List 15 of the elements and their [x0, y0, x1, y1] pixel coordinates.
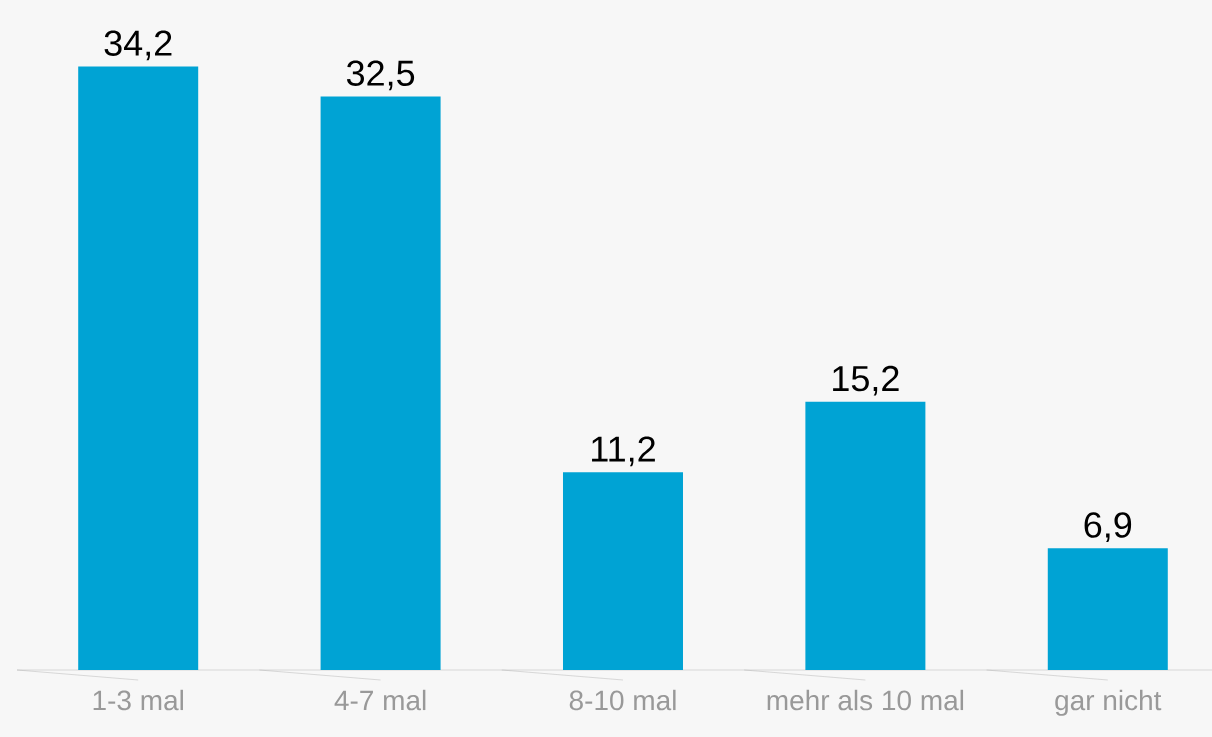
x-tick-label: 4-7 mal: [334, 689, 426, 711]
bar: [562, 472, 683, 670]
bar: [78, 66, 199, 670]
data-label: 15,2: [833, 365, 899, 396]
bar: [320, 96, 441, 670]
x-tick-label: 8-10 mal: [569, 689, 676, 711]
bar: [805, 401, 926, 670]
bar: [1047, 548, 1168, 670]
data-label: 11,2: [592, 436, 655, 467]
x-tick-label: 1-3 mal: [93, 689, 183, 711]
x-tick-label: mehr als 10 mal: [767, 689, 964, 711]
x-tick-label: gar nicht: [1055, 689, 1162, 716]
data-label: 6,9: [1084, 512, 1132, 543]
data-label: 34,2: [104, 30, 172, 61]
data-label: 32,5: [346, 60, 415, 91]
